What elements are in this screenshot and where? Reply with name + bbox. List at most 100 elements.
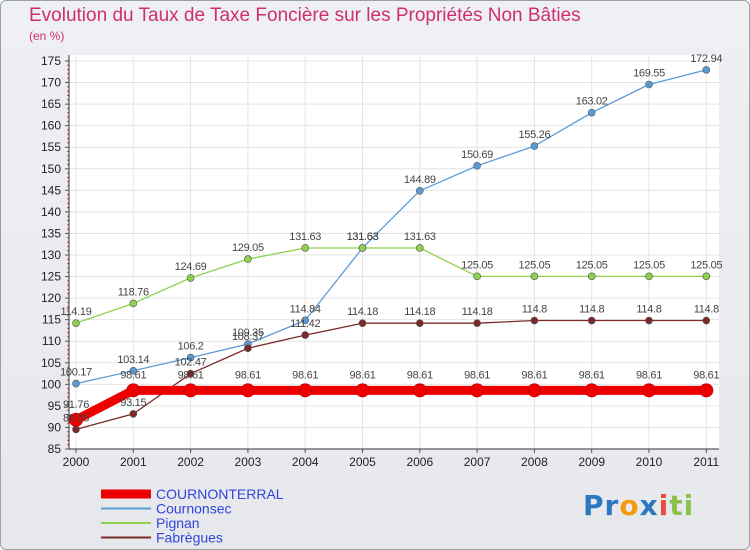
data-point [72,425,80,434]
data-label: 98.61 [292,369,318,381]
data-point [244,255,252,263]
data-label: 114.8 [522,304,547,316]
data-label: 98.61 [521,369,547,381]
data-point [470,383,485,398]
data-label: 98.61 [235,369,261,381]
data-label: 163.02 [576,96,608,108]
data-point [702,272,711,281]
data-label: 114.8 [694,304,719,316]
data-label: 98.61 [178,369,204,381]
logo-letter: i [683,489,695,522]
data-point [129,410,138,418]
data-label: 169.55 [633,67,665,79]
data-label: 109.35 [232,327,264,339]
data-label: 91.76 [63,399,89,411]
data-point [412,383,427,398]
y-tick-label: 150 [41,162,61,176]
data-label: 131.63 [289,231,321,243]
data-point [298,383,313,398]
x-tick-label: 2003 [235,455,262,469]
x-tick-label: 2010 [636,455,663,469]
series-line-3 [75,319,707,431]
data-point [69,412,83,427]
x-tick-label: 2009 [578,455,605,469]
data-point [645,272,653,281]
data-point [645,80,653,89]
data-point [415,244,424,252]
data-point [415,187,424,195]
data-label: 93.15 [120,397,146,409]
data-label: 111.42 [290,318,320,330]
data-point [530,272,539,281]
y-tick-label: 95 [48,399,62,413]
data-point [129,366,138,375]
y-tick-label: 125 [41,270,61,284]
data-label: 125.05 [690,259,722,271]
logo-letter: t [669,489,684,522]
x-tick-label: 2004 [292,455,319,469]
y-tick-label: 170 [41,76,61,90]
data-point [301,244,310,252]
y-tick-label: 145 [41,183,61,197]
data-point [301,331,310,339]
legend-label: Cournonsec [156,501,232,517]
data-label: 114.8 [579,304,604,316]
data-point [642,383,656,398]
data-point [240,383,255,398]
data-label: 106.2 [178,341,204,353]
data-point [129,299,138,308]
data-label: 124.69 [175,261,207,273]
data-label: 150.69 [461,149,493,161]
chart-title: Evolution du Taux de Taxe Foncière sur l… [29,5,581,26]
logo-letter: o [619,489,640,522]
data-label: 131.63 [347,231,379,243]
x-tick-label: 2008 [521,455,548,469]
data-point [530,142,539,150]
data-label: 172.94 [690,53,722,65]
data-point [473,162,481,170]
data-point [587,108,596,117]
data-point [126,383,141,398]
y-tick-label: 100 [41,377,61,391]
data-label: 98.61 [349,369,375,381]
data-label: 98.61 [120,369,146,381]
y-tick-label: 140 [41,205,61,219]
series-line-2 [75,247,707,324]
data-label: 114.8 [636,304,661,316]
data-label: 125.05 [576,259,608,271]
data-label: 131.63 [347,231,379,243]
data-point [702,66,711,74]
x-tick-label: 2005 [349,455,376,469]
y-tick-label: 175 [41,54,61,68]
data-label: 98.61 [636,369,662,381]
logo-letter: P [583,489,605,522]
data-point [530,316,539,325]
data-point [702,316,711,325]
series-line-1 [75,69,707,385]
y-tick-label: 160 [41,119,61,133]
y-tick-label: 165 [41,97,61,111]
logo-letter: i [658,489,670,522]
x-tick-label: 2006 [406,455,433,469]
series-line-0 [73,385,707,424]
x-tick-label: 2011 [693,455,719,469]
x-tick-label: 2002 [177,455,204,469]
y-tick-label: 120 [41,291,61,305]
data-label: 100.17 [60,367,92,379]
data-label: 131.63 [404,231,436,243]
data-label: 129.05 [232,242,264,254]
data-label: 98.61 [693,369,719,381]
data-label: 125.05 [518,259,550,271]
data-point [645,316,653,325]
y-tick-label: 90 [48,420,62,434]
data-label: 103.14 [117,354,149,366]
data-label: 114.19 [60,306,91,318]
data-label: 125.05 [461,259,493,271]
data-label: 89.55 [63,412,89,424]
y-tick-label: 135 [41,226,61,240]
data-label: 118.76 [118,286,149,298]
y-axis-unit: (en %) [29,29,65,43]
data-point [587,272,596,281]
data-point [186,369,195,378]
